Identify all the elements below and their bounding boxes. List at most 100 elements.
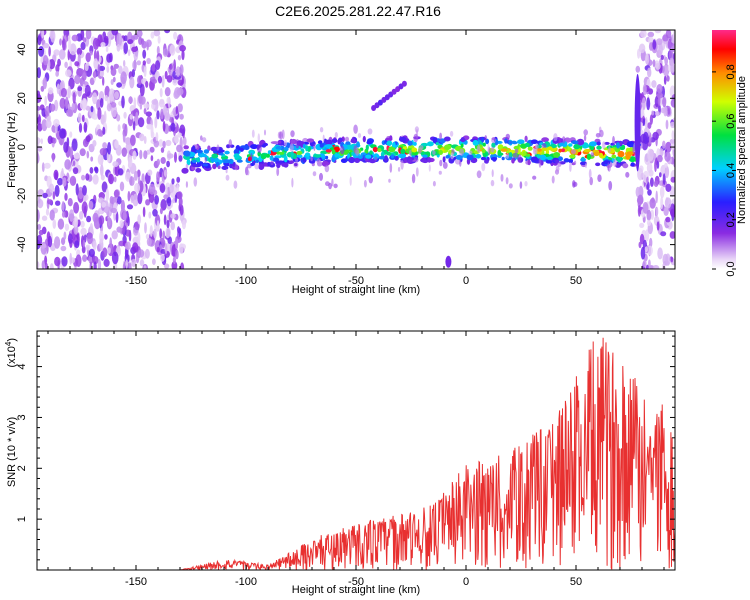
noise-left-blob (136, 60, 142, 66)
noise-left-blob (44, 255, 48, 265)
signal-halo-blob (316, 158, 321, 165)
noise-left-blob (74, 240, 80, 249)
signal-band-blob (553, 154, 560, 159)
signal-band-blob (278, 151, 285, 155)
noise-left-blob (112, 161, 119, 168)
signal-halo-blob (283, 139, 288, 147)
noise-right-blob (639, 222, 645, 228)
noise-right-blob (663, 105, 668, 117)
noise-left-blob (176, 87, 184, 96)
noise-left-blob (163, 214, 167, 226)
signal-band-blob (400, 148, 406, 154)
noise-right-blob (650, 209, 655, 220)
noise-left-blob (81, 174, 86, 181)
snr-y-tick-label: 3 (16, 414, 28, 420)
noise-left-blob (143, 66, 147, 78)
noise-left-blob (139, 259, 145, 267)
noise-left-blob (42, 55, 49, 66)
noise-right-blob (660, 231, 667, 237)
signal-halo-blob (553, 133, 558, 142)
noise-left-blob (82, 98, 88, 109)
noise-left-blob (92, 113, 98, 120)
noise-left-blob (163, 263, 170, 269)
signal-halo-blob (319, 172, 323, 181)
signal-halo-blob (295, 157, 299, 163)
noise-right-blob (649, 114, 654, 125)
signal-halo-blob (476, 170, 482, 179)
signal-halo-blob (625, 171, 630, 178)
noise-left-blob (82, 254, 88, 262)
noise-left-blob (47, 235, 53, 248)
noise-left-blob (108, 173, 114, 185)
noise-left-blob (69, 43, 77, 56)
signal-halo-blob (357, 133, 362, 138)
noise-left-blob (177, 79, 184, 86)
noise-left-blob (106, 103, 112, 112)
signal-band-blob (522, 151, 527, 156)
signal-band-blob (386, 151, 392, 156)
signal-band-blob (261, 144, 266, 148)
signal-band-blob (596, 145, 602, 150)
noise-left-blob (60, 245, 67, 252)
noise-right-blob (670, 98, 675, 108)
noise-left-blob (85, 135, 91, 143)
noise-left-blob (111, 30, 118, 36)
noise-left-blob (170, 122, 176, 132)
noise-left-blob (137, 117, 145, 128)
noise-left-blob (176, 144, 183, 153)
noise-left-blob (160, 147, 165, 153)
x-tick-label: 50 (570, 275, 582, 287)
signal-band-blob (276, 160, 285, 164)
noise-left-blob (116, 196, 122, 205)
signal-band-blob (482, 142, 486, 147)
signal-halo-blob (331, 178, 334, 187)
signal-band-blob (192, 159, 197, 163)
noise-left-blob (159, 183, 166, 194)
signal-band-blob (513, 145, 520, 150)
noise-left-blob (162, 48, 169, 57)
noise-left-blob (62, 38, 66, 51)
x-tick-label: -100 (235, 275, 257, 287)
noise-left-blob (178, 243, 184, 255)
signal-band-blob (236, 159, 243, 163)
noise-left-blob (132, 120, 136, 131)
signal-halo-blob (257, 133, 260, 143)
noise-left-blob (42, 192, 48, 199)
noise-right-blob (667, 38, 672, 50)
snr-ticks: -150 -100 -50 0 50 1 2 3 4 (16, 331, 675, 588)
noise-left-blob (97, 197, 104, 204)
noise-left-blob (174, 134, 179, 144)
signal-halo-blob (490, 146, 495, 153)
noise-right-blob (642, 118, 646, 127)
signal-band-blob (223, 159, 231, 164)
signal-band-blob (191, 164, 198, 167)
noise-right-blob (646, 219, 652, 227)
noise-right-blob (648, 42, 654, 51)
noise-left-blob (128, 262, 132, 269)
signal-band-blob (267, 150, 271, 155)
signal-band-blob (399, 152, 406, 159)
signal-band-blob (444, 144, 452, 150)
noise-left-blob (101, 181, 108, 193)
snr-y-tick-label: 2 (16, 465, 28, 471)
noise-left-blob (142, 49, 147, 59)
signal-halo-blob (216, 144, 220, 151)
noise-left-blob (176, 191, 183, 200)
y-tick-label: 40 (16, 43, 28, 55)
noise-right-blob (639, 142, 643, 149)
noise-left-blob (153, 30, 161, 37)
noise-right-blob (663, 75, 667, 85)
noise-right-blob (670, 208, 675, 218)
noise-left-blob (156, 246, 160, 253)
signal-band-blob (443, 136, 451, 142)
noise-left-blob (157, 35, 161, 44)
signal-band-blob (221, 165, 229, 170)
signal-halo-blob (608, 180, 613, 191)
signal-halo-blob (505, 133, 510, 140)
signal-band-blob (576, 138, 585, 146)
noise-right-blob (642, 259, 647, 268)
noise-left-blob (166, 196, 172, 207)
snr-multiplier-label: (x104) (4, 338, 18, 368)
signal-band-blob (586, 153, 592, 160)
signal-band-blob (368, 158, 377, 164)
